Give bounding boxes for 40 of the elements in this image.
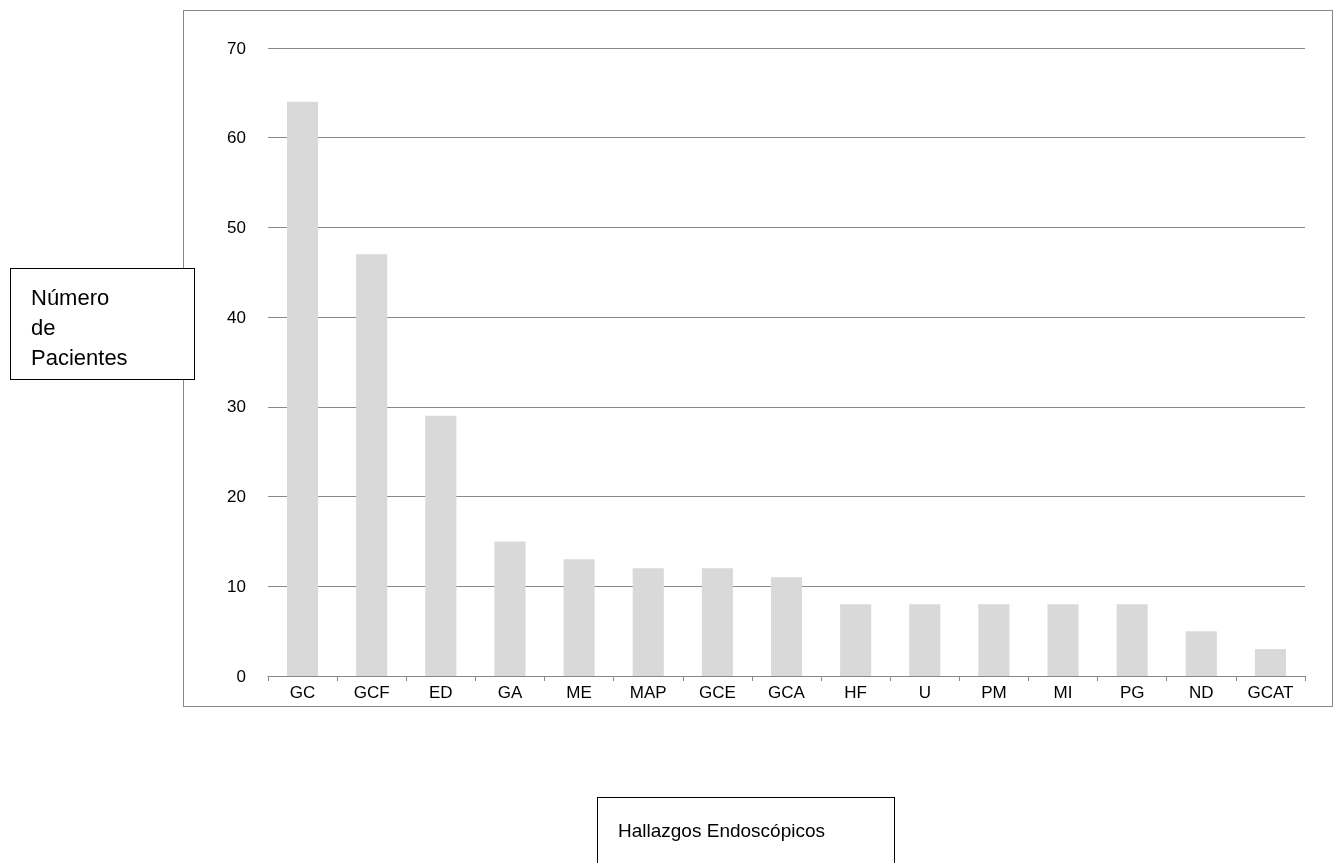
- bar: [425, 415, 457, 676]
- bar: [909, 604, 941, 676]
- x-tick-label: GCA: [768, 683, 806, 702]
- x-tick-label: ED: [429, 683, 453, 702]
- x-tick-label: PM: [981, 683, 1007, 702]
- y-tick-label: 50: [227, 217, 246, 237]
- bar: [563, 559, 595, 676]
- x-tick-label: GA: [497, 683, 523, 702]
- x-tick-label: GC: [289, 683, 316, 702]
- bar: [770, 577, 803, 676]
- x-tick-label: ME: [566, 683, 592, 702]
- x-tick-label: GCF: [353, 683, 390, 702]
- bar: [494, 541, 526, 676]
- bar: [978, 604, 1010, 676]
- y-tick-label: 10: [227, 576, 246, 596]
- y-tick-label: 0: [236, 666, 246, 686]
- y-tick-label: 40: [227, 307, 246, 327]
- bar: [1116, 604, 1148, 676]
- bar: [1047, 604, 1079, 676]
- y-axis-title: Número de Pacientes: [10, 268, 195, 380]
- bar: [632, 568, 664, 676]
- bar: [1185, 631, 1217, 676]
- x-tick-label: GCE: [698, 683, 736, 702]
- bar: [1254, 649, 1286, 676]
- bar: [287, 101, 319, 676]
- text: Hallazgos Endoscópicos: [597, 797, 895, 863]
- y-tick-label: 70: [227, 38, 246, 58]
- x-tick-label: U: [918, 683, 931, 702]
- x-tick-label: PG: [1119, 683, 1145, 702]
- x-tick-label: MAP: [629, 683, 667, 702]
- x-tick-label: GCAT: [1247, 683, 1294, 702]
- y-tick-label: 60: [227, 128, 246, 148]
- x-tick-label: MI: [1053, 683, 1073, 702]
- x-tick-label: HF: [844, 683, 867, 702]
- y-tick-label: 30: [227, 397, 246, 417]
- bar: [356, 254, 388, 676]
- x-tick-label: ND: [1189, 683, 1214, 702]
- bar: [840, 604, 872, 676]
- y-tick-label: 20: [227, 487, 246, 507]
- bar: [701, 568, 733, 676]
